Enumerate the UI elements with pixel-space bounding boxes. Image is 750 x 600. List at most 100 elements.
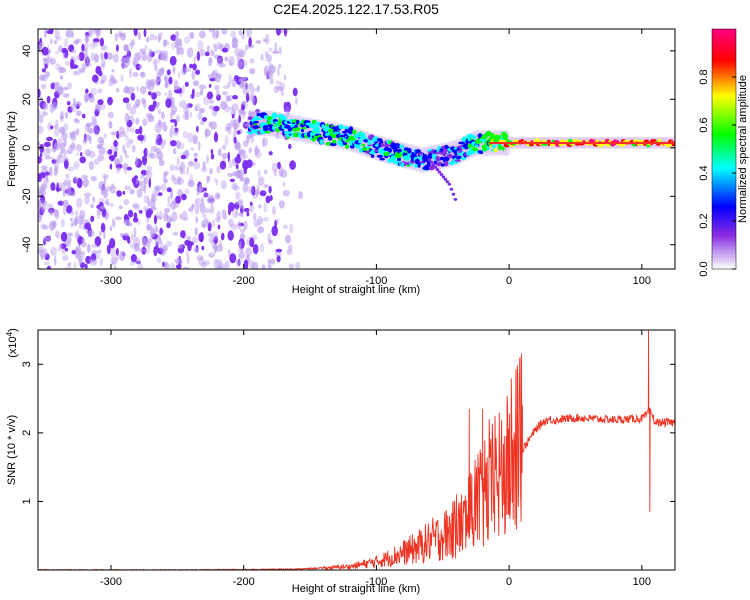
- noise-blob: [109, 203, 114, 207]
- noise-blob: [224, 56, 229, 62]
- noise-blob: [241, 59, 248, 68]
- noise-blob: [84, 123, 90, 132]
- noise-blob: [97, 154, 105, 162]
- signal-blob: [367, 139, 372, 146]
- signal-blob: [441, 163, 445, 167]
- noise-blob: [145, 209, 152, 219]
- noise-blob: [43, 141, 51, 148]
- noise-blob: [132, 217, 139, 223]
- noise-blob: [192, 134, 198, 145]
- noise-blob: [197, 111, 203, 121]
- noise-blob: [194, 106, 198, 112]
- noise-blob: [210, 49, 215, 57]
- noise-blob: [209, 168, 213, 175]
- noise-blob: [92, 74, 99, 83]
- noise-blob: [164, 262, 170, 269]
- noise-blob: [70, 217, 73, 222]
- noise-blob: [124, 112, 130, 123]
- noise-blob: [66, 204, 73, 214]
- noise-blob: [208, 121, 212, 128]
- noise-blob: [263, 184, 269, 189]
- noise-blob: [119, 154, 123, 164]
- signal-blob: [321, 124, 325, 129]
- noise-blob: [263, 216, 269, 222]
- signal-blob: [491, 144, 496, 149]
- noise-blob: [42, 110, 46, 118]
- noise-blob: [239, 198, 244, 209]
- noise-blob: [43, 205, 47, 212]
- noise-blob: [109, 74, 115, 83]
- noise-blob: [153, 58, 161, 65]
- noise-blob: [54, 255, 57, 266]
- noise-blob: [63, 149, 67, 157]
- noise-blob: [162, 39, 166, 48]
- signal-blob: [345, 139, 350, 143]
- noise-blob: [227, 230, 234, 241]
- noise-blob: [162, 39, 169, 47]
- noise-blob: [39, 74, 46, 81]
- noise-blob: [164, 178, 169, 184]
- noise-blob: [76, 103, 80, 110]
- noise-blob: [168, 89, 173, 98]
- noise-blob: [55, 230, 60, 239]
- noise-blob: [259, 190, 267, 197]
- noise-blob: [144, 45, 148, 50]
- noise-blob: [208, 100, 215, 104]
- noise-blob: [242, 100, 246, 106]
- noise-blob: [254, 145, 259, 156]
- noise-blob: [231, 114, 235, 119]
- noise-blob: [201, 212, 205, 218]
- signal-blob: [353, 136, 358, 140]
- noise-blob: [208, 57, 212, 67]
- noise-blob: [242, 160, 249, 170]
- noise-blob: [99, 205, 106, 210]
- noise-blob: [127, 236, 131, 244]
- noise-blob: [194, 158, 198, 162]
- noise-blob: [76, 38, 82, 43]
- noise-blob: [231, 37, 239, 49]
- noise-blob: [246, 211, 250, 217]
- x-tick-label: -300: [100, 275, 122, 287]
- noise-blob: [195, 216, 198, 224]
- noise-blob: [285, 106, 290, 117]
- noise-blob: [155, 139, 159, 147]
- noise-blob: [54, 124, 59, 130]
- noise-blob: [85, 61, 92, 68]
- noise-blob: [278, 200, 285, 209]
- signal-blob: [361, 143, 366, 147]
- noise-blob: [235, 169, 242, 179]
- noise-blob: [201, 220, 206, 228]
- noise-blob: [159, 238, 163, 245]
- noise-blob: [203, 187, 207, 191]
- snr-y-axis-label: SNR (10 * v/v): [6, 415, 18, 485]
- noise-blob: [143, 149, 147, 155]
- noise-blob: [229, 61, 233, 66]
- noise-blob: [40, 83, 47, 90]
- signal-blob: [362, 134, 366, 141]
- signal-blob: [421, 156, 427, 160]
- noise-blob: [243, 153, 248, 159]
- noise-blob: [154, 49, 161, 54]
- signal-blob: [342, 142, 348, 146]
- noise-blob: [148, 177, 152, 189]
- noise-blob: [94, 104, 100, 112]
- noise-blob: [208, 83, 212, 88]
- noise-blob: [215, 90, 220, 96]
- snr-panel: -300 -200 -100 0 100 1 2 3 (x104) Height of st…: [5, 328, 676, 595]
- noise-blob: [216, 165, 221, 174]
- noise-blob: [129, 188, 135, 195]
- noise-blob: [183, 266, 190, 269]
- noise-blob: [63, 48, 69, 59]
- noise-blob: [85, 88, 89, 94]
- noise-blob: [64, 156, 69, 161]
- noise-blob: [278, 46, 282, 55]
- noise-blob: [109, 238, 116, 249]
- noise-blob: [80, 215, 84, 226]
- signal-blob: [471, 147, 479, 152]
- noise-blob: [126, 56, 130, 63]
- noise-blob: [298, 191, 303, 200]
- y-tick-label: -20: [21, 188, 33, 204]
- noise-blob: [188, 31, 195, 39]
- noise-blob: [204, 213, 207, 224]
- spectrogram-signal-track: [246, 110, 675, 201]
